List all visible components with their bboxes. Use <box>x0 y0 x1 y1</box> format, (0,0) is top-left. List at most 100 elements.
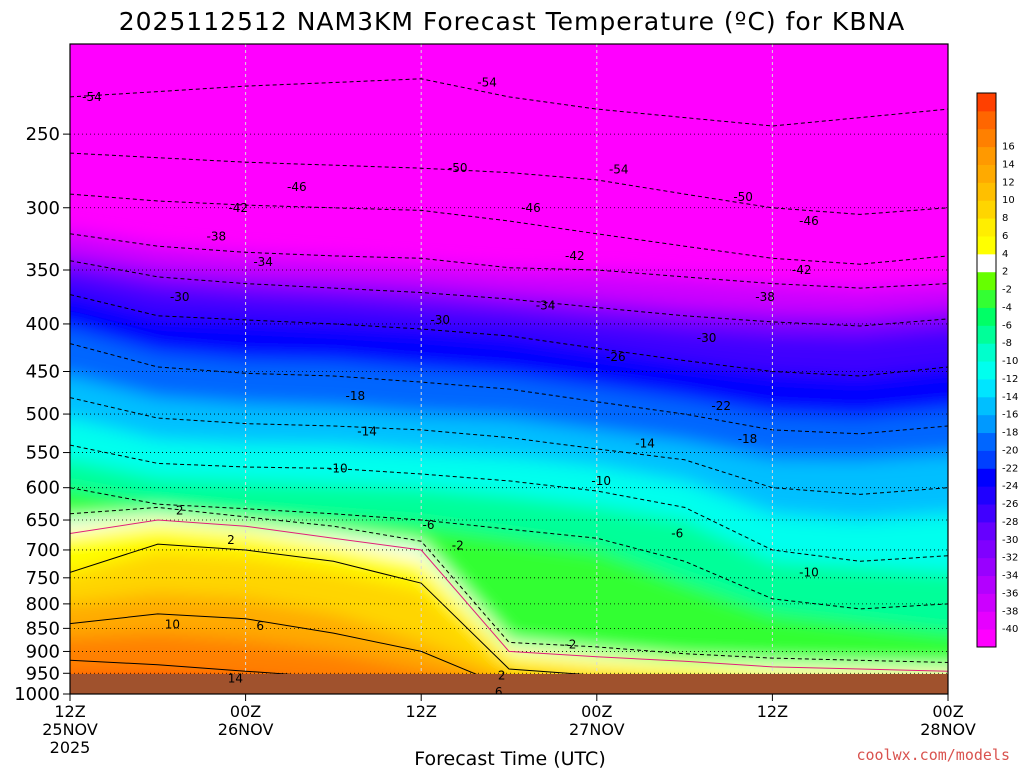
x-tick-label-3-1: 27NOV <box>569 720 625 739</box>
colorbar-label-25: 12 <box>1002 177 1015 188</box>
colorbar-label-22: 6 <box>1002 231 1008 242</box>
colorbar-swatch-16 <box>977 343 996 362</box>
colorbar-label-3: -34 <box>1002 571 1018 582</box>
y-tick-label-0: 250 <box>26 124 60 145</box>
colorbar-swatch-2 <box>977 593 996 612</box>
y-tick-label-1: 300 <box>26 198 60 219</box>
x-tick-label-5-0: 00Z <box>932 702 963 721</box>
colorbar-swatch-20 <box>977 271 996 291</box>
colorbar-swatch-28 <box>977 128 996 148</box>
contour-label-3: -50 <box>448 161 468 175</box>
contour-label-32: 2 <box>227 533 235 547</box>
colorbar-label-7: -26 <box>1002 499 1018 510</box>
contour-labels: -54-54-54-50-50-46-46-46-42-42-42-38-38-… <box>82 75 819 699</box>
x-tick-label-0-2: 2025 <box>50 738 91 757</box>
colorbar-swatch-18 <box>977 307 996 326</box>
contour-label-18: -26 <box>606 350 626 364</box>
colorbar-swatch-8 <box>977 486 996 505</box>
contour-label-10: -42 <box>792 263 812 277</box>
contour-label-28: -6 <box>671 526 683 540</box>
contour-line-3 <box>70 233 948 289</box>
colorbar-label-9: -22 <box>1002 463 1018 474</box>
colorbar-swatch-7 <box>977 504 996 523</box>
contour-label-37: 14 <box>228 671 243 685</box>
contour-label-6: -46 <box>521 201 541 215</box>
colorbar-swatch-19 <box>977 289 996 308</box>
colorbar-swatch-21 <box>977 253 996 273</box>
colorbar-swatch-9 <box>977 468 996 487</box>
y-tick-label-8: 650 <box>26 510 60 531</box>
contour-line-5 <box>70 294 948 377</box>
colorbar-swatch-0 <box>977 629 996 648</box>
colorbar-label-15: -10 <box>1002 356 1018 367</box>
x-tick-label-1-1: 26NOV <box>218 720 274 739</box>
y-tick-label-12: 850 <box>26 618 60 639</box>
colorbar-label-5: -30 <box>1002 535 1018 546</box>
temperature-fill <box>70 231 948 694</box>
plot-area: -54-54-54-50-50-46-46-46-42-42-42-38-38-… <box>70 44 948 699</box>
y-tick-label-9: 700 <box>26 540 60 561</box>
colorbar-swatch-6 <box>977 521 996 541</box>
contour-lines <box>70 78 948 694</box>
colorbar-label-14: -12 <box>1002 374 1018 385</box>
contour-label-34: 6 <box>256 619 264 633</box>
colorbar-swatch-15 <box>977 361 996 380</box>
contour-label-1: -54 <box>477 75 497 89</box>
colorbar-swatch-30 <box>977 93 996 112</box>
contour-label-29: -2 <box>452 538 464 552</box>
colorbar-swatch-27 <box>977 146 996 165</box>
colorbar-swatch-29 <box>977 110 996 130</box>
contour-label-31: 2 <box>176 504 184 518</box>
y-tick-label-13: 900 <box>26 641 60 662</box>
contour-label-36: 10 <box>165 618 180 632</box>
y-tick-label-7: 600 <box>26 478 60 499</box>
contour-label-15: -30 <box>170 290 190 304</box>
colorbar-swatch-22 <box>977 235 996 255</box>
x-tick-label-0-0: 12Z <box>54 702 85 721</box>
contour-label-22: -14 <box>357 424 377 438</box>
y-tick-label-14: 950 <box>26 663 60 684</box>
colorbar-swatch-23 <box>977 218 996 237</box>
y-tick-label-11: 800 <box>26 594 60 615</box>
colorbar-swatch-25 <box>977 182 996 201</box>
contour-label-25: -10 <box>591 474 611 488</box>
contour-line-10 <box>70 506 948 663</box>
contour-label-11: -38 <box>207 229 227 243</box>
colorbar: -40-38-36-34-32-30-28-26-24-22-20-18-16-… <box>976 92 1018 648</box>
colorbar-label-10: -20 <box>1002 445 1018 456</box>
contour-label-0: -54 <box>82 90 102 104</box>
colorbar-swatch-4 <box>977 557 996 577</box>
colorbar-label-27: 16 <box>1002 142 1015 153</box>
colorbar-swatch-3 <box>977 575 996 594</box>
colorbar-swatch-13 <box>977 396 996 416</box>
ground-terrain <box>70 674 948 694</box>
y-tick-label-6: 550 <box>26 443 60 464</box>
contour-line-11 <box>70 519 948 672</box>
colorbar-swatch-11 <box>977 432 996 451</box>
colorbar-label-16: -8 <box>1002 338 1012 349</box>
contour-line-14 <box>70 659 948 694</box>
contour-label-2: -54 <box>609 163 629 177</box>
contour-label-17: -30 <box>697 331 717 345</box>
contour-line-6 <box>70 343 948 435</box>
x-tick-label-2-0: 12Z <box>406 702 437 721</box>
contour-label-13: -34 <box>253 255 273 269</box>
colorbar-swatch-24 <box>977 200 996 219</box>
credit-text: coolwx.com/models <box>856 746 1010 764</box>
colorbar-label-0: -40 <box>1002 624 1018 635</box>
colorbar-label-6: -28 <box>1002 517 1018 528</box>
colorbar-label-4: -32 <box>1002 553 1018 564</box>
colorbar-swatch-1 <box>977 611 996 630</box>
x-tick-label-5-1: 28NOV <box>920 720 976 739</box>
contour-label-16: -30 <box>430 313 450 327</box>
x-axis-label: Forecast Time (UTC) <box>414 748 605 768</box>
y-tick-label-10: 750 <box>26 568 60 589</box>
contour-label-35: 6 <box>495 685 503 699</box>
contour-label-21: -18 <box>738 432 758 446</box>
contour-label-27: -6 <box>423 518 435 532</box>
colorbar-label-2: -36 <box>1002 588 1018 599</box>
contour-label-8: -42 <box>228 201 248 215</box>
contour-label-20: -18 <box>346 389 366 403</box>
colorbar-swatch-10 <box>977 450 996 469</box>
